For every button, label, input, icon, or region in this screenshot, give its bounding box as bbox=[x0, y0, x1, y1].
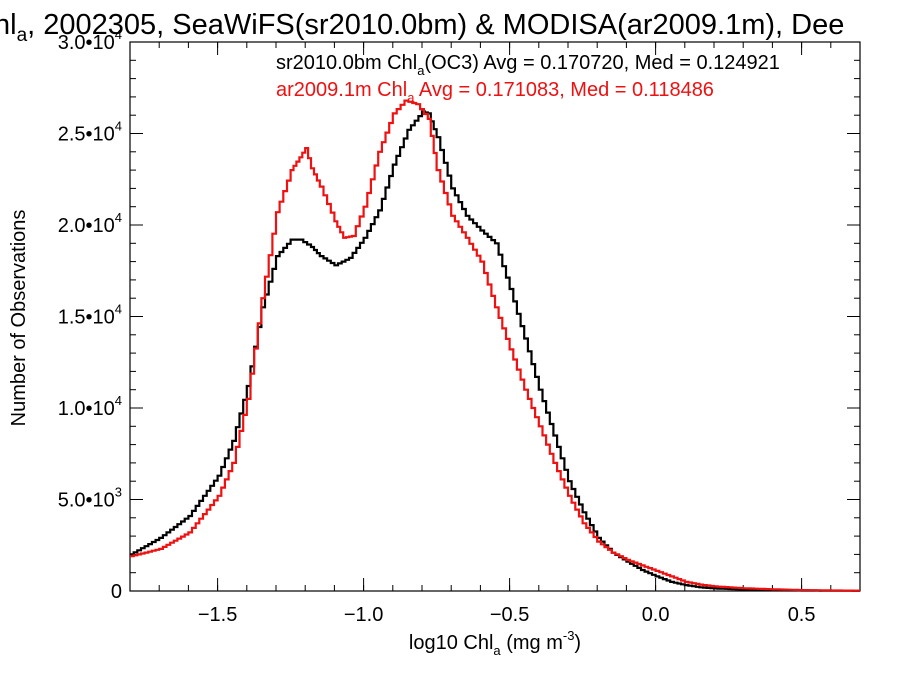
x-tick-label: −1.0 bbox=[344, 604, 383, 626]
y-tick-label: 2.0•104 bbox=[58, 210, 122, 237]
legend-entry-1: ar2009.1m Chla Avg = 0.171083, Med = 0.1… bbox=[276, 79, 714, 105]
y-tick-label: 3.0•104 bbox=[58, 27, 122, 54]
series-line-0 bbox=[130, 110, 860, 592]
y-axis-label: Number of Observations bbox=[8, 210, 30, 427]
x-tick-label: 0.0 bbox=[642, 604, 670, 626]
x-tick-label: −0.5 bbox=[490, 604, 529, 626]
x-tick-label: 0.5 bbox=[788, 604, 816, 626]
x-axis-label: log10 Chla (mg m-3) bbox=[409, 628, 581, 658]
y-tick-label: 0 bbox=[111, 581, 122, 603]
y-tick-label: 5.0•103 bbox=[58, 485, 122, 512]
x-tick-label: −1.5 bbox=[198, 604, 237, 626]
legend-entry-0: sr2010.0bm Chla(OC3) Avg = 0.170720, Med… bbox=[276, 52, 780, 78]
chart-title: hla, 2002305, SeaWiFS(sr2010.0bm) & MODI… bbox=[0, 9, 844, 46]
series-line-1 bbox=[130, 99, 860, 592]
plot-frame bbox=[129, 41, 861, 592]
y-tick-label: 1.5•104 bbox=[58, 302, 122, 329]
y-tick-label: 2.5•104 bbox=[58, 119, 122, 146]
y-tick-label: 1.0•104 bbox=[58, 393, 122, 420]
